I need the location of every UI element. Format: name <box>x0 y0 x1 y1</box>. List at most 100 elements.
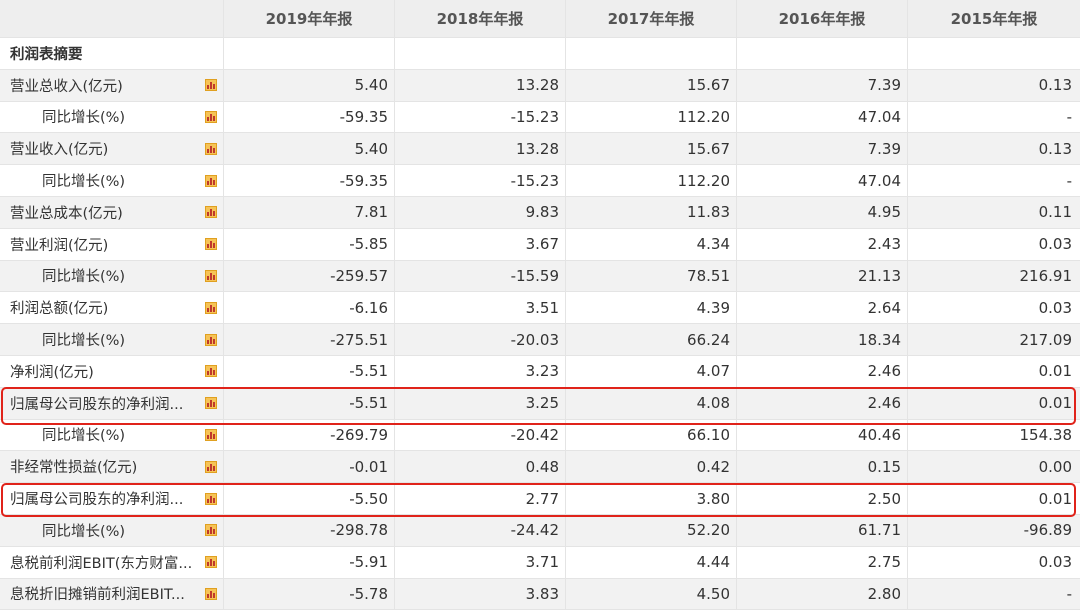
value-cell: 4.44 <box>566 546 737 578</box>
bar-chart-icon[interactable] <box>205 110 217 123</box>
row-label-cell: 息税折旧摊销前利润EBIT... <box>0 578 224 610</box>
value-cell: 0.03 <box>1038 235 1072 254</box>
value-cell: -20.03 <box>395 324 566 355</box>
table-row: 同比增长(%) -275.51 -20.03 66.24 18.34 217.09 <box>0 324 1080 356</box>
value-cell: -15.23 <box>395 101 566 133</box>
value-cell: 11.83 <box>566 196 737 228</box>
row-label-cell: 同比增长(%) <box>0 101 224 133</box>
section-title: 利润表摘要 <box>0 38 224 69</box>
bar-chart-icon[interactable] <box>205 556 217 569</box>
bar-chart-icon[interactable] <box>205 79 217 92</box>
bar-chart-icon[interactable] <box>205 460 217 473</box>
row-label: 营业收入(亿元) <box>10 142 109 159</box>
value-cell: 47.04 <box>737 101 908 133</box>
table-row: 归属母公司股东的净利润... -5.51 3.25 4.08 2.46 0.01 <box>0 387 1080 420</box>
value-cell: 4.34 <box>566 228 737 260</box>
value-cell: - <box>1066 584 1072 603</box>
value-cell: 4.07 <box>566 355 737 387</box>
bar-chart-icon[interactable] <box>205 587 217 600</box>
bar-chart-icon[interactable] <box>205 269 217 282</box>
value-cell: -5.85 <box>224 228 395 260</box>
value-cell: 0.01 <box>1038 489 1072 508</box>
bar-chart-icon[interactable] <box>205 428 217 441</box>
value-cell: 2.46 <box>737 387 908 419</box>
row-label: 息税前利润EBIT(东方财富... <box>10 555 193 572</box>
bar-chart-icon[interactable] <box>205 333 217 346</box>
year-header[interactable]: 2018年年报 <box>395 0 566 37</box>
table-row: 营业利润(亿元) -5.85 3.67 4.34 2.43 0.03 <box>0 228 1080 261</box>
bar-chart-icon[interactable] <box>205 206 217 219</box>
value-cell: 0.00 <box>1038 457 1072 476</box>
value-cell: 9.83 <box>395 196 566 228</box>
value-cell: 0.03 <box>1038 553 1072 572</box>
row-label-cell: 同比增长(%) <box>0 419 224 451</box>
value-cell: 18.34 <box>737 324 908 355</box>
value-cell: 21.13 <box>737 260 908 292</box>
value-cell: 2.77 <box>395 483 566 514</box>
row-label: 利润总额(亿元) <box>10 301 109 318</box>
value-cell: 47.04 <box>737 165 908 196</box>
value-cell: 2.64 <box>737 292 908 324</box>
bar-chart-icon[interactable] <box>205 142 217 155</box>
row-label: 息税折旧摊销前利润EBIT... <box>10 587 185 604</box>
value-cell: 40.46 <box>737 419 908 451</box>
value-cell: 2.75 <box>737 546 908 578</box>
header-blank <box>0 0 224 37</box>
bar-chart-icon[interactable] <box>205 492 217 505</box>
table-row: 同比增长(%) -59.35 -15.23 112.20 47.04 - <box>0 101 1080 134</box>
value-cell: -59.35 <box>224 101 395 133</box>
bar-chart-icon[interactable] <box>205 238 217 251</box>
value-cell: -5.51 <box>224 387 395 419</box>
value-cell: -0.01 <box>224 451 395 483</box>
table-row: 净利润(亿元) -5.51 3.23 4.07 2.46 0.01 <box>0 355 1080 388</box>
value-cell: -6.16 <box>224 292 395 324</box>
bar-chart-icon[interactable] <box>205 524 217 537</box>
row-label-cell: 息税前利润EBIT(东方财富... <box>0 546 224 578</box>
row-label-cell: 同比增长(%) <box>0 514 224 546</box>
row-label: 营业利润(亿元) <box>10 237 109 254</box>
table-row: 同比增长(%) -269.79 -20.42 66.10 40.46 154.38 <box>0 419 1080 452</box>
value-cell: -24.42 <box>395 514 566 546</box>
value-cell: 2.80 <box>737 578 908 610</box>
value-cell: - <box>1066 171 1072 190</box>
value-cell: 0.13 <box>1038 76 1072 95</box>
value-cell: 3.23 <box>395 355 566 387</box>
table-row: 同比增长(%) -298.78 -24.42 52.20 61.71 -96.89 <box>0 514 1080 547</box>
value-cell: 217.09 <box>1019 330 1073 349</box>
value-cell: 15.67 <box>566 133 737 165</box>
row-label-cell: 营业收入(亿元) <box>0 133 224 165</box>
value-cell: 3.71 <box>395 546 566 578</box>
row-label-cell: 同比增长(%) <box>0 324 224 355</box>
row-label: 归属母公司股东的净利润... <box>10 396 184 413</box>
row-label: 营业总收入(亿元) <box>10 78 123 95</box>
table-row: 同比增长(%) -59.35 -15.23 112.20 47.04 - <box>0 165 1080 197</box>
table-header: 2019年年报 2018年年报 2017年年报 2016年年报 2015年年报 <box>0 0 1080 38</box>
row-label: 同比增长(%) <box>42 110 126 127</box>
table-row: 息税前利润EBIT(东方财富... -5.91 3.71 4.44 2.75 0.03 <box>0 546 1080 579</box>
row-label: 同比增长(%) <box>42 428 126 445</box>
row-label-cell: 同比增长(%) <box>0 165 224 196</box>
year-header[interactable]: 2016年年报 <box>737 0 908 37</box>
value-cell: 4.95 <box>737 196 908 228</box>
bar-chart-icon[interactable] <box>205 365 217 378</box>
row-label-cell: 归属母公司股东的净利润... <box>0 387 224 419</box>
value-cell: -259.57 <box>224 260 395 292</box>
value-cell: 3.67 <box>395 228 566 260</box>
table-row: 营业总收入(亿元) 5.40 13.28 15.67 7.39 0.13 <box>0 69 1080 102</box>
table-row: 营业收入(亿元) 5.40 13.28 15.67 7.39 0.13 <box>0 133 1080 166</box>
bar-chart-icon[interactable] <box>205 301 217 314</box>
year-header[interactable]: 2017年年报 <box>566 0 737 37</box>
row-label-cell: 净利润(亿元) <box>0 355 224 387</box>
bar-chart-icon[interactable] <box>205 397 217 410</box>
value-cell: 5.40 <box>224 69 395 101</box>
year-header[interactable]: 2015年年报 <box>950 10 1038 28</box>
row-label: 同比增长(%) <box>42 333 126 350</box>
bar-chart-icon[interactable] <box>205 174 217 187</box>
value-cell: 112.20 <box>566 165 737 196</box>
value-cell: 0.01 <box>1038 362 1072 381</box>
value-cell: -275.51 <box>224 324 395 355</box>
value-cell: -59.35 <box>224 165 395 196</box>
table-row: 息税折旧摊销前利润EBIT... -5.78 3.83 4.50 2.80 - <box>0 578 1080 611</box>
year-header[interactable]: 2019年年报 <box>224 0 395 37</box>
